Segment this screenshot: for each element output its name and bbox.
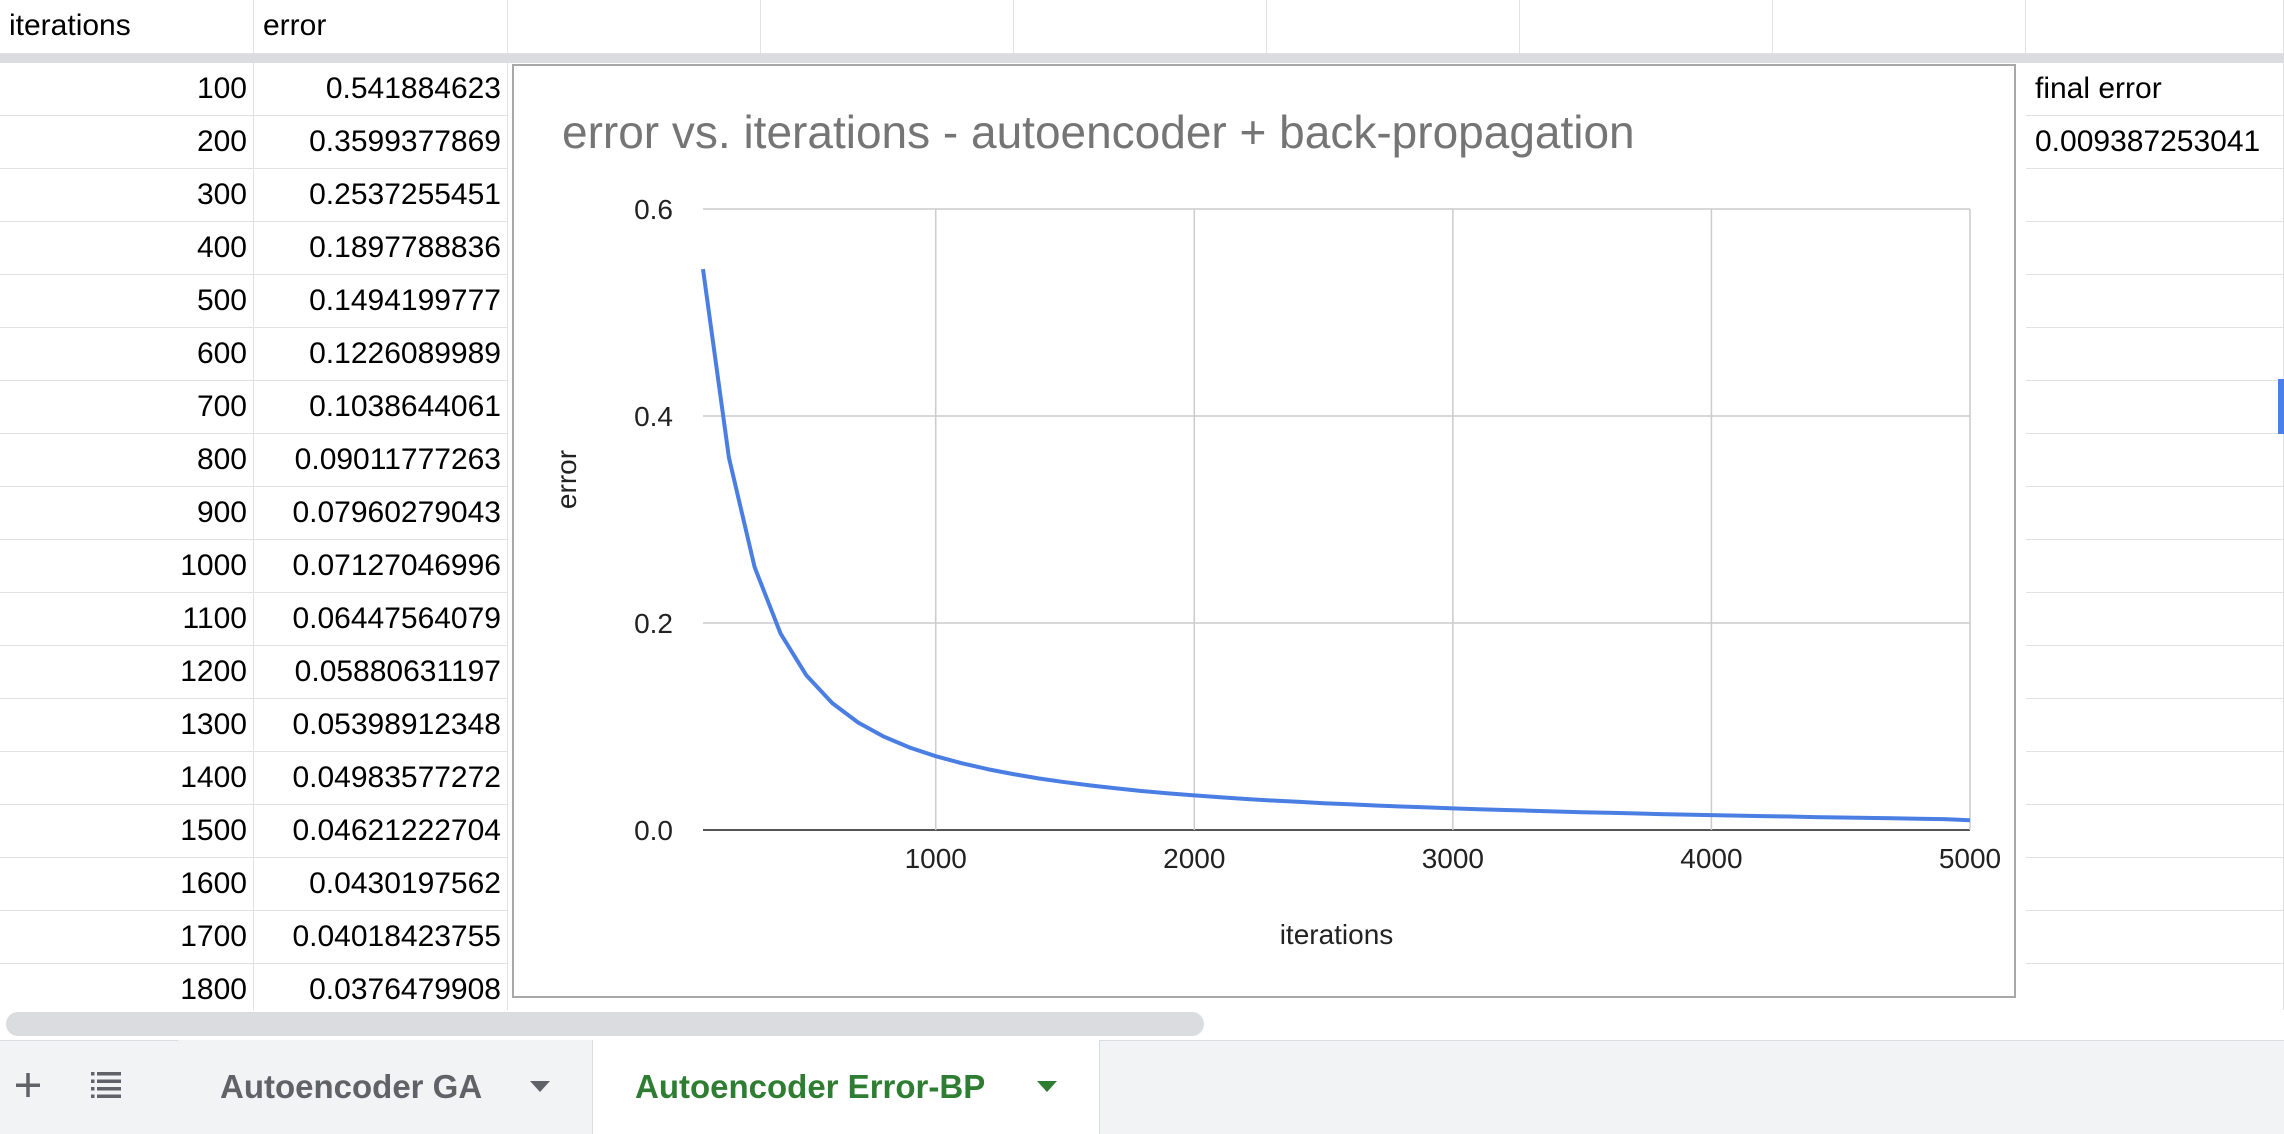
error-cell[interactable]: 0.2537255451: [254, 169, 508, 222]
header-cell[interactable]: [1014, 0, 1267, 54]
cell[interactable]: [2026, 169, 2284, 222]
iterations-cell[interactable]: 1300: [0, 699, 254, 752]
cell[interactable]: [2026, 646, 2284, 699]
error-cell[interactable]: 0.1494199777: [254, 275, 508, 328]
error-cell[interactable]: 0.07127046996: [254, 540, 508, 593]
error-cell[interactable]: 0.06447564079: [254, 593, 508, 646]
chart-title: error vs. iterations - autoencoder + bac…: [562, 106, 1635, 158]
error-cell[interactable]: 0.0376479908: [254, 964, 508, 1010]
chevron-down-icon[interactable]: [530, 1081, 550, 1092]
cell[interactable]: [2026, 540, 2284, 593]
iterations-cell[interactable]: 1500: [0, 805, 254, 858]
error-cell[interactable]: 0.05880631197: [254, 646, 508, 699]
error-cell[interactable]: 0.1038644061: [254, 381, 508, 434]
error-cell[interactable]: 0.04621222704: [254, 805, 508, 858]
cell[interactable]: [2026, 858, 2284, 911]
iterations-cell[interactable]: 300: [0, 169, 254, 222]
error-cell[interactable]: 0.541884623: [254, 63, 508, 116]
chart-svg: error vs. iterations - autoencoder + bac…: [551, 106, 2001, 950]
iterations-cell[interactable]: 1700: [0, 911, 254, 964]
error-cell[interactable]: 0.0430197562: [254, 858, 508, 911]
embedded-chart[interactable]: error vs. iterations - autoencoder + bac…: [512, 64, 2016, 998]
cell[interactable]: [2026, 911, 2284, 964]
iterations-cell[interactable]: 1400: [0, 752, 254, 805]
error-cell[interactable]: 0.3599377869: [254, 116, 508, 169]
y-tick-label: 0.4: [634, 401, 673, 432]
header-cell-error[interactable]: error: [254, 0, 508, 54]
header-cell[interactable]: [2026, 0, 2284, 54]
cell[interactable]: [2026, 752, 2284, 805]
cell[interactable]: [2026, 434, 2284, 487]
sheet-tab-autoencoder-ga[interactable]: Autoencoder GA: [178, 1040, 592, 1134]
error-cell[interactable]: 0.04018423755: [254, 911, 508, 964]
frozen-row-divider[interactable]: [0, 54, 2284, 63]
list-icon[interactable]: [78, 1060, 134, 1110]
header-cell[interactable]: [508, 0, 761, 54]
x-tick-label: 5000: [1939, 843, 2001, 874]
y-tick-label: 0.0: [634, 815, 673, 846]
error-cell[interactable]: 0.1897788836: [254, 222, 508, 275]
x-axis-title: iterations: [1280, 919, 1394, 950]
y-tick-label: 0.6: [634, 194, 673, 225]
iterations-cell[interactable]: 900: [0, 487, 254, 540]
horizontal-scrollbar-thumb[interactable]: [6, 1012, 1204, 1036]
iterations-cell[interactable]: 100: [0, 63, 254, 116]
cell[interactable]: [2026, 699, 2284, 752]
error-cell[interactable]: 0.09011777263: [254, 434, 508, 487]
cell[interactable]: [2026, 593, 2284, 646]
cell[interactable]: [2026, 487, 2284, 540]
selected-cell-edge: [2278, 379, 2284, 434]
error-cell[interactable]: 0.1226089989: [254, 328, 508, 381]
error-cell[interactable]: 0.05398912348: [254, 699, 508, 752]
sheet-tab-autoencoder-error-bp[interactable]: Autoencoder Error-BP: [592, 1040, 1100, 1134]
plus-icon[interactable]: [0, 1060, 56, 1110]
cell[interactable]: [2026, 964, 2284, 1010]
iterations-cell[interactable]: 700: [0, 381, 254, 434]
cell[interactable]: [2026, 805, 2284, 858]
final-error-label-cell[interactable]: final error: [2026, 63, 2284, 116]
x-tick-label: 4000: [1680, 843, 1742, 874]
y-tick-label: 0.2: [634, 608, 673, 639]
iterations-cell[interactable]: 1000: [0, 540, 254, 593]
sheet-tab-label: Autoencoder GA: [220, 1068, 483, 1105]
header-cell[interactable]: [1267, 0, 1520, 54]
iterations-cell[interactable]: 800: [0, 434, 254, 487]
header-cell-iterations[interactable]: iterations: [0, 0, 254, 54]
iterations-cell[interactable]: 1600: [0, 858, 254, 911]
final-error-value-cell[interactable]: 0.009387253041: [2026, 116, 2284, 169]
x-tick-label: 2000: [1163, 843, 1225, 874]
error-cell[interactable]: 0.07960279043: [254, 487, 508, 540]
header-cell[interactable]: [1520, 0, 1773, 54]
iterations-cell[interactable]: 500: [0, 275, 254, 328]
sheet-tab-label: Autoencoder Error-BP: [635, 1068, 986, 1105]
iterations-cell[interactable]: 1800: [0, 964, 254, 1010]
iterations-cell[interactable]: 200: [0, 116, 254, 169]
cell[interactable]: [2026, 275, 2284, 328]
x-tick-label: 3000: [1422, 843, 1484, 874]
iterations-cell[interactable]: 400: [0, 222, 254, 275]
cell[interactable]: [2026, 328, 2284, 381]
iterations-cell[interactable]: 1200: [0, 646, 254, 699]
header-cell[interactable]: [761, 0, 1014, 54]
x-tick-label: 1000: [905, 843, 967, 874]
iterations-cell[interactable]: 600: [0, 328, 254, 381]
error-cell[interactable]: 0.04983577272: [254, 752, 508, 805]
chevron-down-icon[interactable]: [1037, 1081, 1057, 1092]
series-line: [701, 268, 1971, 823]
iterations-cell[interactable]: 1100: [0, 593, 254, 646]
spreadsheet-grid[interactable]: iterations error 100 0.541884623 final error…: [0, 0, 2284, 1010]
header-cell[interactable]: [1773, 0, 2026, 54]
cell[interactable]: [2026, 222, 2284, 275]
y-axis-title: error: [551, 450, 582, 509]
cell[interactable]: [2026, 381, 2284, 434]
